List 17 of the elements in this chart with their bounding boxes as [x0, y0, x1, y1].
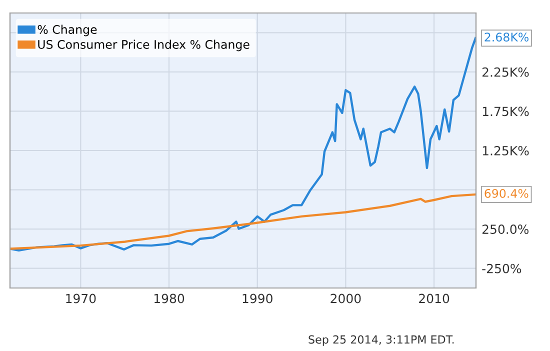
legend-label: % Change — [38, 24, 97, 36]
y-tick-label: 250.0% — [482, 224, 529, 234]
annotation: 690.4% — [484, 188, 528, 198]
x-tick-label: 1980 — [154, 294, 184, 304]
line-series — [10, 193, 476, 250]
legend-label: US Consumer Price Index % Change — [38, 40, 250, 52]
annotation: 2.68K% — [484, 32, 528, 42]
y-tick-label: 1.75K% — [482, 106, 529, 116]
y-tick-label: -250% — [482, 264, 522, 274]
y-tick-label: 1.25K% — [482, 146, 529, 156]
x-tick-label: 1990 — [242, 294, 272, 304]
text: Sep 25 2014, 3:11PM EDT. — [308, 335, 454, 346]
y-tick-label: 2.25K% — [482, 67, 529, 77]
x-tick-label: 2010 — [419, 294, 450, 304]
x-tick-label: 1970 — [66, 294, 96, 304]
line-series — [10, 37, 476, 252]
x-tick-label: 2000 — [330, 294, 361, 304]
